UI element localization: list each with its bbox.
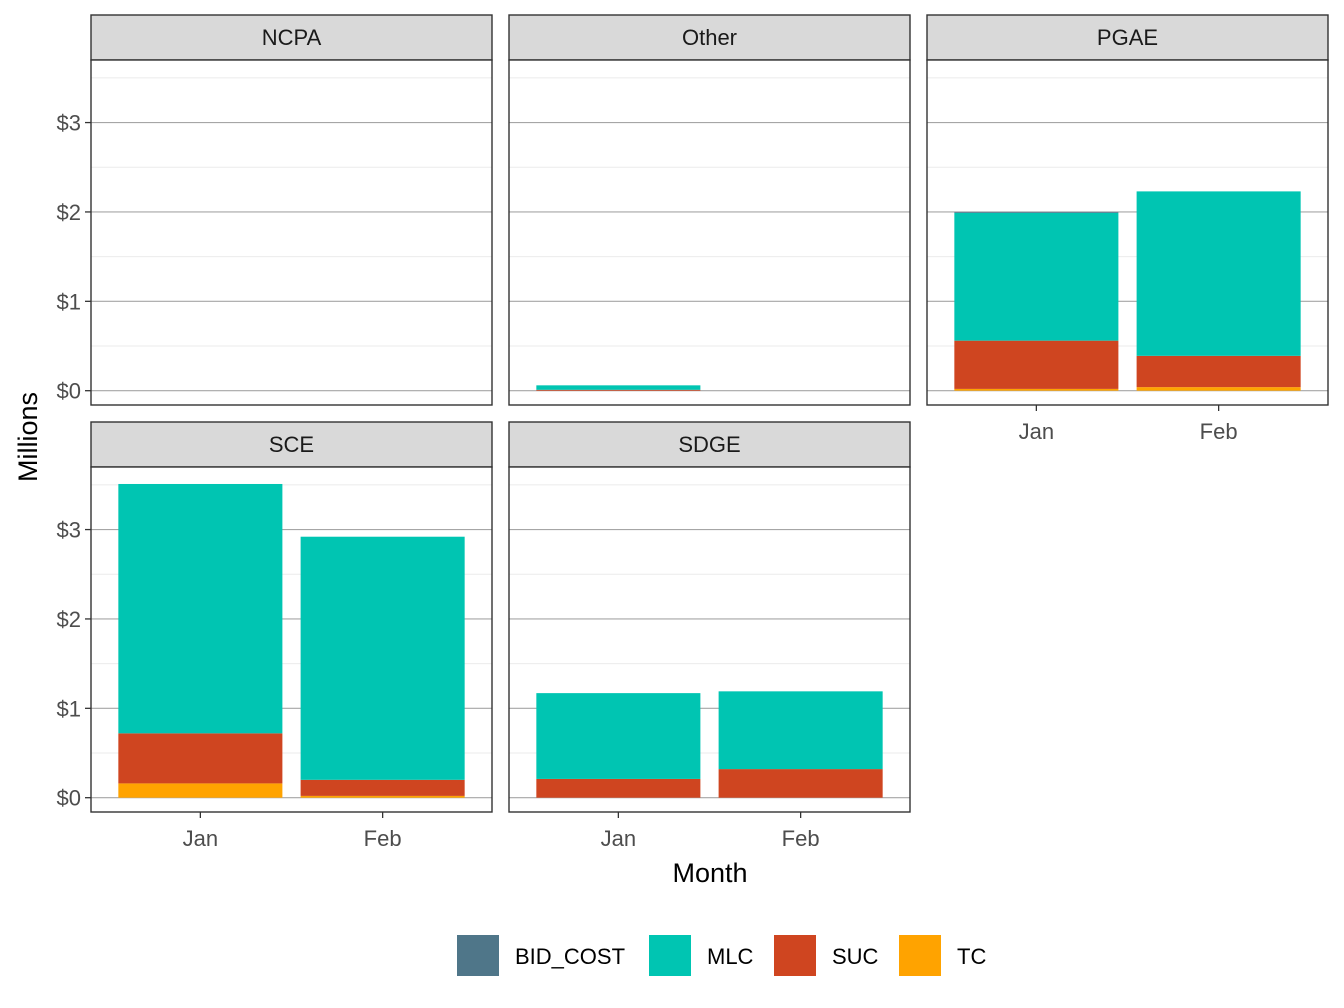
bar-bid_cost-jan <box>954 211 1119 213</box>
bar-tc-jan <box>118 783 283 798</box>
panel-border <box>926 59 1329 406</box>
bar-mlc-jan <box>954 212 1119 341</box>
bar-mlc-feb <box>718 691 883 770</box>
facet-sdge: SDGE Jan Feb <box>508 421 911 851</box>
legend-key <box>774 935 816 976</box>
x-tick-label: Feb <box>364 826 402 851</box>
panel-border <box>508 59 911 406</box>
bar-mlc-feb <box>300 536 465 780</box>
legend-key <box>899 935 941 976</box>
y-axis-title: Millions <box>13 392 43 482</box>
bar-suc-jan <box>536 778 701 798</box>
bar-suc-feb <box>718 769 883 798</box>
bar-suc-jan <box>118 733 283 784</box>
bar-mlc-feb <box>1136 191 1301 356</box>
panel-background <box>91 60 492 405</box>
legend-item-bid_cost: BID_COST <box>457 935 625 976</box>
legend-key <box>457 935 499 976</box>
legend-item-tc: TC <box>899 935 986 976</box>
panel-border <box>508 466 911 813</box>
x-tick-label: Jan <box>601 826 636 851</box>
legend-label: TC <box>957 944 986 969</box>
x-tick-label: Feb <box>1200 419 1238 444</box>
bar-tc-feb <box>1136 387 1301 391</box>
facet-ncpa: NCPA $0 $1 $2 $3 <box>57 14 493 406</box>
y-tick-label: $3 <box>57 518 81 543</box>
legend-key <box>649 935 691 976</box>
y-tick-label: $1 <box>57 289 81 314</box>
facet-strip-label: SDGE <box>678 432 740 457</box>
facet-strip-label: PGAE <box>1097 25 1158 50</box>
facet-strip-label: Other <box>682 25 737 50</box>
x-tick-label: Jan <box>183 826 218 851</box>
facet-strip-label: SCE <box>269 432 314 457</box>
panel-border <box>90 59 493 406</box>
facet-other: Other <box>508 14 911 406</box>
facet-strip <box>90 14 493 61</box>
y-tick-label: $0 <box>57 379 81 404</box>
bar-mlc-jan <box>536 385 701 390</box>
y-tick-label: $2 <box>57 607 81 632</box>
y-tick-label: $3 <box>57 111 81 136</box>
facet-sce: SCE $0 $1 $2 $3 Jan Feb <box>57 421 493 851</box>
y-tick-label: $0 <box>57 786 81 811</box>
facet-strip-label: NCPA <box>262 25 322 50</box>
bar-suc-jan <box>536 389 701 391</box>
x-axis-title: Month <box>672 858 747 888</box>
y-tick-label: $1 <box>57 696 81 721</box>
facet-pgae: PGAE Jan Feb <box>926 14 1329 444</box>
y-tick-label: $2 <box>57 200 81 225</box>
bar-tc-feb <box>300 795 465 798</box>
legend-label: BID_COST <box>515 944 625 969</box>
legend-label: MLC <box>707 944 754 969</box>
bar-tc-jan <box>954 388 1119 391</box>
bar-mlc-jan <box>118 483 283 734</box>
legend: BID_COST MLC SUC TC <box>457 935 986 976</box>
legend-label: SUC <box>832 944 879 969</box>
bar-mlc-jan <box>536 693 701 779</box>
facet-strip <box>90 421 493 468</box>
legend-item-suc: SUC <box>774 935 879 976</box>
panel-background <box>509 60 910 405</box>
panel-border <box>90 466 493 813</box>
x-tick-label: Feb <box>782 826 820 851</box>
facet-panels: NCPA $0 $1 $2 $3 Other PGAE Jan Feb SCE $0 $1 $2 $3 Ja… <box>57 14 1329 851</box>
x-tick-label: Jan <box>1019 419 1054 444</box>
facet-strip <box>926 14 1329 61</box>
legend-item-mlc: MLC <box>649 935 754 976</box>
bar-suc-jan <box>954 340 1119 389</box>
bar-suc-feb <box>1136 355 1301 388</box>
bar-suc-feb <box>300 779 465 796</box>
